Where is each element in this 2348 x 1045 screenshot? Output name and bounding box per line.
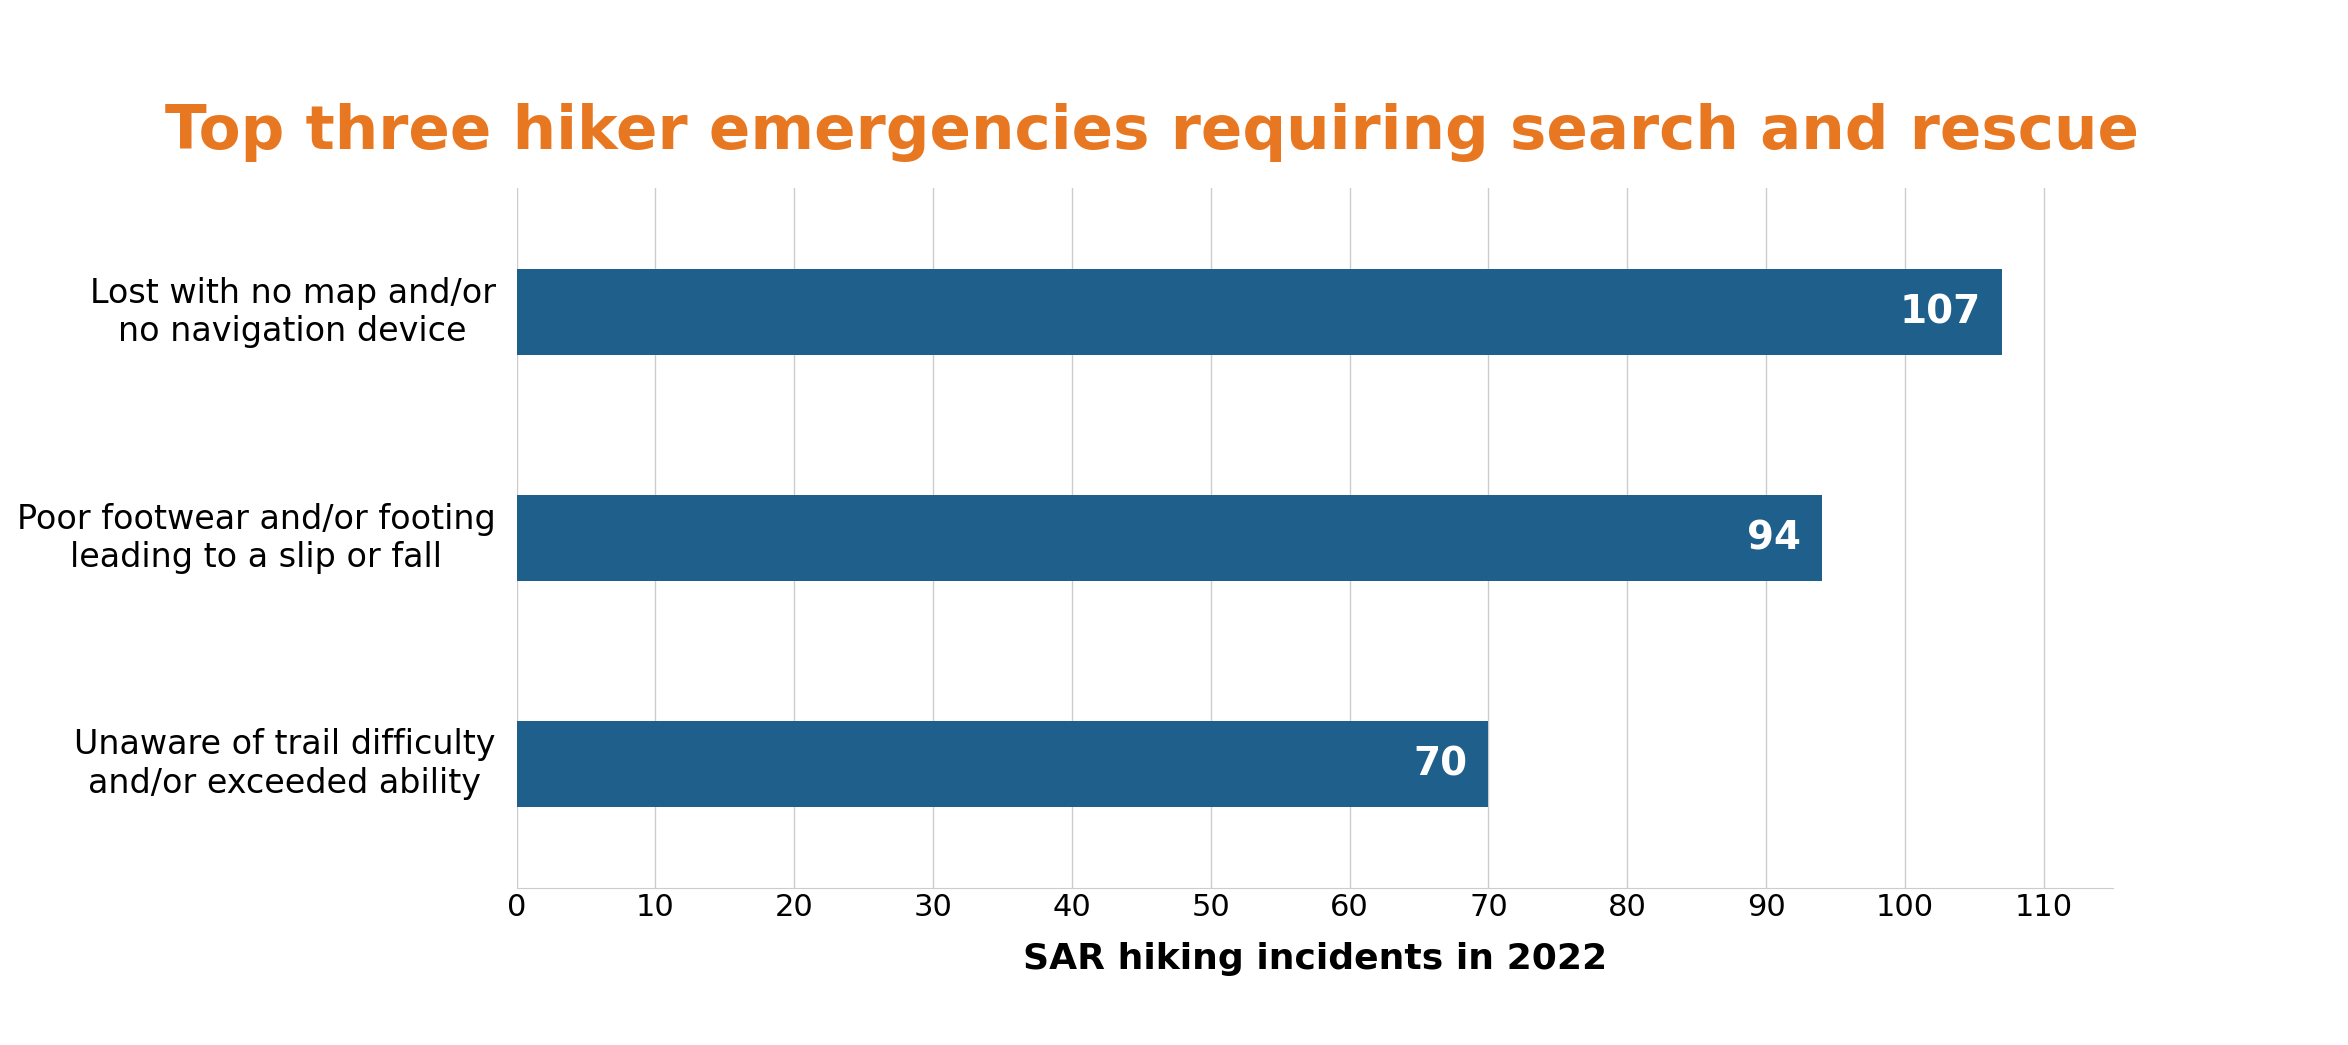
X-axis label: SAR hiking incidents in 2022: SAR hiking incidents in 2022 <box>1024 942 1606 976</box>
Text: 94: 94 <box>1747 519 1801 557</box>
Text: Top three hiker emergencies requiring search and rescue: Top three hiker emergencies requiring se… <box>164 103 2139 162</box>
Text: 70: 70 <box>1413 745 1468 783</box>
Bar <box>517 270 2003 355</box>
Bar <box>517 721 1489 807</box>
Bar <box>517 495 1822 581</box>
Text: 107: 107 <box>1900 294 1982 331</box>
